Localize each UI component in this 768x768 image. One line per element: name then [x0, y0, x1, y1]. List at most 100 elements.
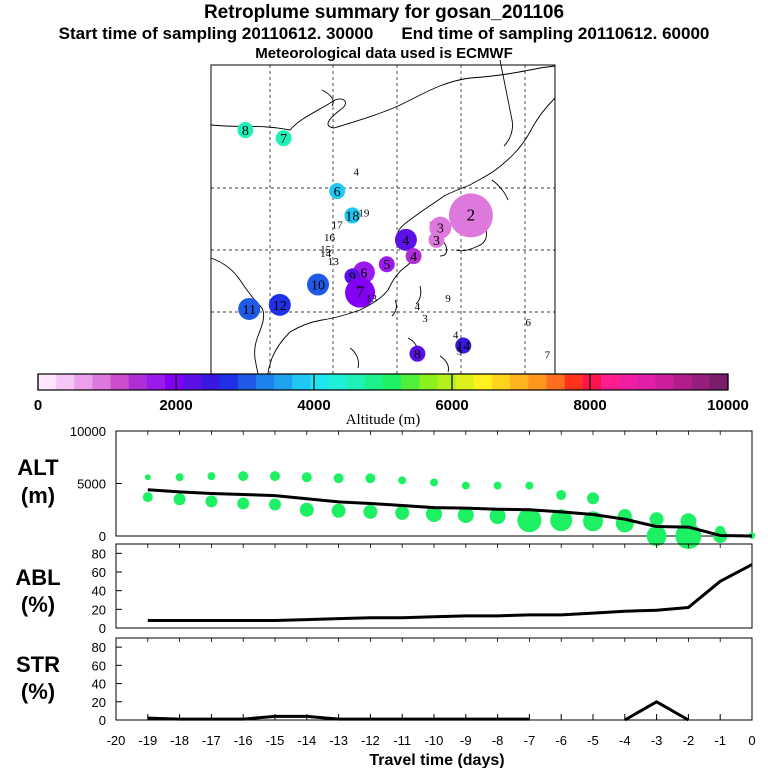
map-point-label: 8	[414, 348, 421, 363]
colorbar-cell	[691, 374, 711, 390]
colorbar-tick-label: 4000	[297, 397, 330, 414]
x-axis-tick-label: -11	[393, 733, 411, 748]
x-axis-tick-label: -7	[524, 733, 536, 748]
map-point-label: 16	[324, 232, 336, 244]
colorbar-cell	[619, 374, 638, 390]
map-point-label: 13	[328, 256, 340, 268]
x-axis-tick-label: -2	[683, 733, 695, 748]
colorbar-cell	[92, 374, 112, 390]
alt-bubble-upper	[333, 473, 344, 484]
alt-bubble-lower	[395, 505, 410, 520]
alt-bubble-upper	[365, 473, 376, 484]
x-axis-tick-label: -10	[425, 733, 444, 748]
abl-series-line	[147, 563, 753, 623]
colorbar-cell	[38, 374, 57, 390]
alt-bubble-lower	[517, 508, 542, 533]
x-axis-tick-label: -8	[492, 733, 504, 748]
end-time: End time of sampling 20110612. 60000	[401, 24, 710, 43]
alt-bubble-upper	[649, 512, 664, 527]
map-point-label: 4	[453, 329, 459, 341]
str-ytick-label: 80	[92, 640, 106, 655]
map-bubble	[237, 122, 254, 139]
map-bubble	[428, 231, 445, 248]
map-point-label: 9	[349, 270, 356, 285]
map-point-label: 19	[358, 207, 370, 219]
alt-bubble-lower	[646, 526, 667, 546]
colorbar-cell	[473, 374, 493, 390]
x-axis-tick-label: -9	[460, 733, 472, 748]
map-point-label: 6	[525, 317, 531, 329]
alt-bubble-upper	[461, 481, 470, 490]
map-bubble	[238, 297, 261, 320]
alt-bubble-lower	[457, 507, 474, 523]
str-ytick-label: 60	[92, 658, 106, 673]
map-bubble	[344, 207, 361, 224]
map-point-label: 7	[280, 132, 287, 147]
colorbar-tick-label: 10000	[707, 397, 749, 414]
colorbar-tick-label: 2000	[159, 397, 192, 414]
colorbar-cell	[128, 374, 148, 390]
abl-ytick-label: 40	[92, 584, 106, 599]
x-axis-tick-label: -4	[619, 733, 631, 748]
alt-ytick-label: 0	[99, 529, 106, 544]
map-point-label: 6	[334, 185, 341, 200]
map-bubble	[307, 273, 330, 296]
x-axis-tick-label: 0	[748, 733, 755, 748]
map-bubble	[345, 277, 376, 308]
abl-title: ABL	[15, 565, 60, 590]
colorbar-cell	[146, 374, 166, 390]
alt-ytick-label: 10000	[70, 424, 106, 439]
colorbar-cell	[346, 374, 366, 390]
alt-bubble-lower	[142, 492, 153, 503]
alt-bubble-upper	[525, 481, 534, 490]
alt-bubble-upper	[144, 474, 151, 481]
colorbar-cell	[709, 374, 729, 390]
altitude-colorbar: 0 2000 4000 6000 8000 10000 Altitude (m)	[34, 373, 749, 428]
alt-bubble-lower	[426, 505, 442, 522]
colorbar-tick-label: 6000	[435, 397, 468, 414]
map-point-label: 3	[422, 313, 428, 325]
colorbar-cell	[582, 374, 602, 390]
colorbar-cell	[56, 374, 75, 390]
str-series-line	[624, 700, 690, 722]
alt-bubble-upper	[493, 481, 502, 490]
map-point-label: 15	[320, 244, 332, 256]
map-point-label: 6	[360, 266, 367, 281]
start-time: Start time of sampling 20110612. 30000	[58, 24, 374, 43]
map-point-label: 9	[445, 293, 451, 305]
abl-unit: (%)	[21, 592, 55, 617]
colorbar-cell	[546, 374, 566, 390]
str-panel: STR(%) 0 20 40 60 80	[16, 637, 753, 728]
alt-bubble-lower	[299, 502, 314, 517]
alt-panel: ALT (m) 0 5000 10000	[17, 424, 755, 549]
x-axis-tick-label: -16	[234, 733, 253, 748]
chart-title: Retroplume summary for gosan_201106	[203, 2, 565, 23]
map-bubble	[268, 293, 291, 316]
alt-bubble-lower	[363, 504, 378, 519]
colorbar-cell	[401, 374, 420, 390]
x-axis-tick-label: -18	[170, 733, 189, 748]
str-ytick-label: 0	[99, 713, 106, 728]
str-ytick-label: 20	[92, 695, 106, 710]
map-point-label: 5	[383, 258, 390, 273]
alt-bubble-upper	[430, 478, 438, 487]
map-point-label: 8	[242, 124, 249, 139]
map-point-label: 14	[320, 248, 332, 260]
colorbar-cell	[455, 374, 475, 390]
colorbar-cell	[437, 374, 457, 390]
alt-unit: (m)	[21, 483, 55, 508]
alt-bubble-lower	[550, 509, 573, 532]
x-axis-tick-label: -17	[202, 733, 221, 748]
map-point-label: 4	[402, 234, 409, 249]
map-point-label: 13	[366, 293, 378, 305]
alt-bubble-lower	[173, 493, 186, 506]
colorbar-cell	[219, 374, 239, 390]
alt-bubble-upper	[207, 472, 216, 481]
map-frame	[210, 64, 556, 375]
map-bubble	[409, 345, 426, 362]
alt-bubble-upper	[270, 471, 280, 482]
map-point-label: 11	[242, 303, 255, 318]
alt-ytick-label: 5000	[77, 477, 106, 492]
str-unit: (%)	[21, 679, 55, 704]
